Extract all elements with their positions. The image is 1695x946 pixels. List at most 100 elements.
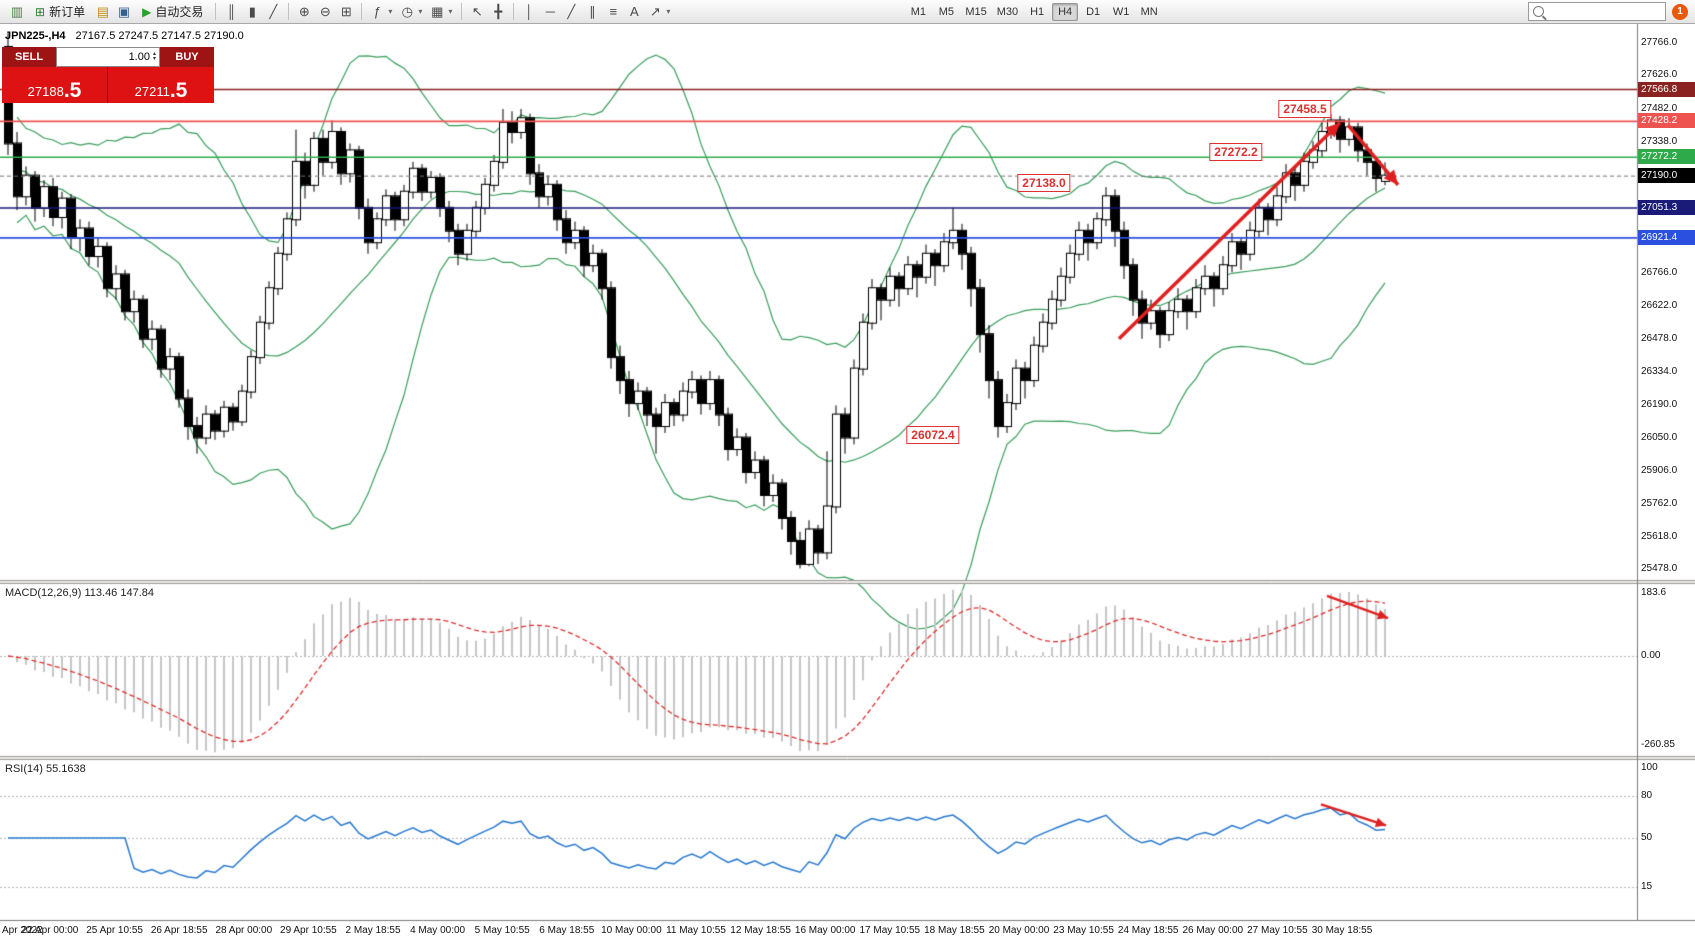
rsi-axis-label: 100 [1641,762,1658,773]
new-order-button[interactable]: ⊞ 新订单 [28,2,92,22]
search-box[interactable] [1528,2,1666,21]
toolbar-separator [288,3,290,20]
channel-icon[interactable]: ∥ [589,3,596,19]
zoom-in-icon[interactable]: ⊕ [298,3,310,19]
periods-icon[interactable]: ◷ [401,3,413,19]
text-icon[interactable]: A [629,4,639,19]
price-annotation[interactable]: 27138.0 [1017,173,1071,192]
toolbar-group: ⊕ ⊖ ⊞ [291,2,359,22]
line-chart-icon[interactable]: ╱ [269,3,278,19]
price-annotation[interactable]: 26072.4 [906,426,960,445]
toolbar-separator [461,3,463,20]
price-axis-label: 26334.0 [1641,366,1678,378]
sell-price-fraction: .5 [63,79,82,102]
price-axis-label: 27338.0 [1641,135,1678,147]
horizontal-line-icon[interactable]: ─ [545,4,555,19]
price-axis-label: 25906.0 [1641,464,1678,476]
price-axis-label: 26766.0 [1641,267,1678,279]
price-annotation[interactable]: 27458.5 [1278,100,1332,118]
timeframe-m1[interactable]: M1 [905,3,931,21]
sell-button[interactable]: SELL [2,47,56,67]
symbol-search-input[interactable] [1549,4,1661,19]
vertical-line-icon[interactable]: │ [525,4,534,19]
buy-button[interactable]: BUY [160,47,214,67]
candlestick-chart-icon[interactable]: ▮ [248,3,256,19]
time-axis-label: 26 Apr 18:55 [150,925,208,936]
zoom-out-icon[interactable]: ⊖ [319,3,331,19]
price-line-label: 27190.0 [1638,168,1695,184]
time-axis-label: 28 Apr 00:00 [215,925,273,936]
macd-axis-label: 183.6 [1641,587,1667,599]
timeframe-h1[interactable]: H1 [1024,3,1050,21]
periods-icon-dropdown[interactable]: ▾ [418,7,423,16]
volume-value[interactable]: 1.00 [128,51,150,63]
volume-input[interactable]: 1.00 ▴ ▾ [56,47,160,67]
macd-axis-label: -260.85 [1641,739,1675,751]
time-axis-label: 30 May 18:55 [1311,925,1373,936]
toolbar-group: │ ─ ╱ ∥ ≡ A ↗ ▾ [516,2,677,22]
tile-windows-icon[interactable]: ⊞ [340,3,352,19]
navigator-icon[interactable]: ▣ [117,3,131,19]
price-axis-label: 25762.0 [1641,497,1678,509]
buy-price-main: 27211 [134,84,170,99]
timeframe-m30[interactable]: M30 [993,3,1022,21]
price-axis-label: 26190.0 [1641,399,1678,411]
spinner-down-icon[interactable]: ▾ [152,56,156,62]
new-chart-icon[interactable]: ▥ [10,3,24,19]
price-annotation[interactable]: 27272.2 [1209,142,1263,161]
price-axis-label: 26050.0 [1641,431,1678,443]
rsi-axis-label: 50 [1641,832,1653,843]
fibonacci-icon[interactable]: ≡ [609,4,618,19]
timeframe-m5[interactable]: M5 [933,3,959,21]
account-notification-badge[interactable]: 1 [1672,3,1688,20]
toolbar-right: 1 [1528,2,1691,21]
templates-icon-dropdown[interactable]: ▾ [448,7,453,16]
toolbar-group: ↖ ╋ [464,2,511,22]
main-toolbar: ▥ ⊞ 新订单 ▤ ▣ ▶ 自动交易 ║ ▮ ╱ ⊕ ⊖ ⊞ ƒ ▾ ◷ ▾ ▦ ▾ ↖ ╋ │ ─ ╱ ∥ ≡ A ↗ ▾ M1 M5 M… [0,0,1695,24]
trendline-icon[interactable]: ╱ [567,3,576,19]
time-axis[interactable]: Apr 2022 22 Apr 00:00 25 Apr 10:55 26 Apr 1… [0,921,1637,941]
one-click-trading-panel: SELL 1.00 ▴ ▾ BUY 27188.5 27211.5 [2,47,214,103]
toolbar-separator [513,3,515,20]
ohlc-values: 27167.5 27247.5 27147.5 27190.0 [75,30,244,42]
autotrade-button-icon: ▶ [142,4,152,19]
indicators-icon-dropdown[interactable]: ▾ [388,7,393,16]
bar-chart-icon[interactable]: ║ [226,4,236,19]
timeframe-toolbar: M1 M5 M15 M30 H1 H4 D1 W1 MN [905,2,1162,21]
autotrade-button[interactable]: ▶ 自动交易 [135,2,210,22]
rsi-axis-label: 80 [1641,790,1653,801]
time-axis-label: 22 Apr 00:00 [21,925,79,936]
time-axis-label: 5 May 10:55 [474,925,530,936]
volume-spinner[interactable]: ▴ ▾ [152,51,156,62]
buy-price[interactable]: 27211.5 [108,67,214,103]
timeframe-mn[interactable]: MN [1136,3,1162,21]
time-axis-label: 11 May 10:55 [666,925,726,936]
crosshair-icon[interactable]: ╋ [494,3,503,19]
buy-price-fraction: .5 [169,79,188,102]
spinner-up-icon[interactable]: ▴ [152,51,156,57]
timeframe-h4[interactable]: H4 [1052,2,1079,21]
time-axis-label: 17 May 10:55 [859,925,921,936]
price-axis-label: 26478.0 [1641,333,1678,345]
timeframe-m15[interactable]: M15 [961,3,990,21]
arrows-tool-icon[interactable]: ↗ [649,3,661,19]
templates-icon[interactable]: ▦ [431,3,444,19]
cursor-icon[interactable]: ↖ [471,3,483,19]
price-axis-label: 27766.0 [1641,37,1678,49]
time-axis-label: 4 May 00:00 [410,925,466,936]
arrows-tool-icon-dropdown[interactable]: ▾ [666,7,671,16]
price-axis-label: 25618.0 [1641,530,1678,542]
sell-price[interactable]: 27188.5 [2,67,108,103]
timeframe-w1[interactable]: W1 [1108,3,1134,21]
price-axis-label: 26622.0 [1641,300,1678,312]
autotrade-button-label: 自动交易 [155,5,204,19]
new-order-button-icon: ⊞ [35,4,46,19]
trade-panel-top-row: SELL 1.00 ▴ ▾ BUY [2,47,214,67]
time-axis-label: 20 May 00:00 [988,925,1050,936]
market-watch-icon[interactable]: ▤ [96,3,110,19]
price-axis-label: 27626.0 [1641,69,1678,81]
timeframe-d1[interactable]: D1 [1080,3,1106,21]
indicators-icon[interactable]: ƒ [373,4,381,19]
